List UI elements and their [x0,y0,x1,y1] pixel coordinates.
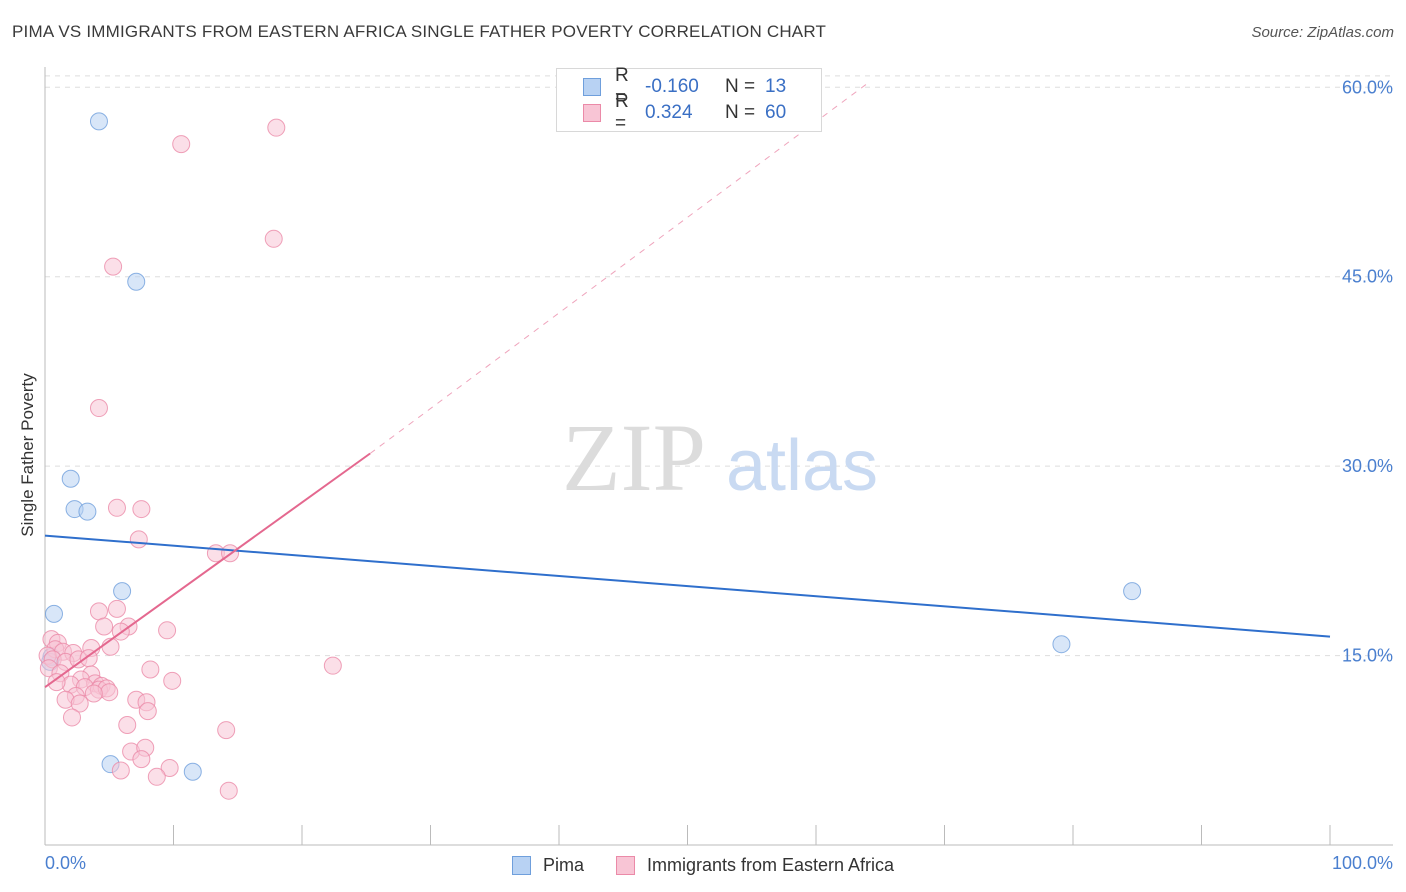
pima-point [1052,635,1071,654]
y-axis-label: Single Father Poverty [18,373,37,537]
watermark: ZIP atlas [562,404,878,511]
legend-r-label: R = [615,65,629,108]
africa-point [138,702,157,721]
africa-point [107,599,126,618]
legend-swatch-pima [511,855,531,875]
legend-n-label: N = [725,102,756,123]
africa-point [163,671,182,690]
legend-label-africa: Immigrants from Eastern Africa [646,854,895,875]
y-tick-label: 15.0% [1342,646,1393,666]
africa-point [217,721,236,740]
pima-point [183,762,202,781]
pima-point [127,272,146,291]
y-tick-label: 45.0% [1342,267,1393,287]
axes [44,67,1393,846]
legend-n-label: N = [725,76,756,97]
chart-title: PIMA VS IMMIGRANTS FROM EASTERN AFRICA S… [12,22,827,41]
africa-point [47,673,66,692]
africa-point [267,118,286,137]
trend-lines [44,83,1331,688]
pima-trend-line [44,534,1331,638]
data-points [38,112,1142,800]
watermark-zip: ZIP [562,404,706,511]
africa-point [89,602,108,621]
legend-row-africa: R = 0.324 N = 60 [583,91,787,134]
africa-point [132,750,151,769]
legend-item-africa[interactable]: Immigrants from Eastern Africa [615,854,895,876]
africa-point [84,684,103,703]
africa-point [70,694,89,713]
pima-point [113,582,132,601]
africa-point [104,257,123,276]
x-tick-label: 0.0% [45,853,86,873]
legend-swatch-africa [615,855,635,875]
africa-point [219,781,238,800]
legend-label-pima: Pima [542,854,584,875]
y-tick-label: 30.0% [1342,456,1393,476]
series-legend: Pima Immigrants from Eastern Africa [0,852,1406,878]
africa-point [100,683,119,702]
africa-point [118,716,137,735]
legend-r-label: R = [615,91,629,134]
africa-point [264,229,283,248]
pima-point [89,112,108,131]
legend-swatch-africa [583,104,601,122]
pima-point [78,502,97,521]
africa-point [89,399,108,418]
pima-point [44,604,63,623]
africa-point [158,621,177,640]
africa-point [95,617,114,636]
legend-row-pima: R = -0.160 N = 13 [583,65,787,108]
africa-point [129,530,148,549]
pima-point [61,469,80,488]
africa-point [62,708,81,727]
africa-point [323,656,342,675]
africa-trend-extension [369,83,868,454]
correlation-legend: R = -0.160 N = 13 R = 0.324 N = 60 [556,65,822,134]
x-tick-label: 100.0% [1332,853,1393,873]
gridlines [45,75,1393,657]
legend-swatch-pima [583,78,601,96]
legend-n-value: 13 [765,76,787,97]
tick-labels: 15.0% 30.0% 45.0% 60.0% 0.0% 100.0% [45,77,1393,873]
source-credit: Source: ZipAtlas.com [1251,24,1394,41]
africa-point [132,500,151,519]
africa-point [111,761,130,780]
africa-point [107,498,126,517]
africa-point [141,660,160,679]
watermark-atlas: atlas [726,426,878,506]
africa-trend-line [44,452,371,688]
legend-r-value: -0.160 [645,76,699,97]
y-tick-label: 60.0% [1342,77,1393,97]
legend-item-pima[interactable]: Pima [511,854,584,876]
pima-point [1123,582,1142,601]
africa-point [172,135,191,154]
legend-r-value: 0.324 [645,102,693,123]
legend-n-value: 60 [765,102,787,123]
africa-point [147,767,166,786]
africa-point [160,758,179,777]
